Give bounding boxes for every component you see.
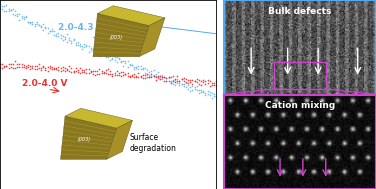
- Text: Surface
degradation: Surface degradation: [130, 133, 177, 153]
- Text: 2.0-4.3 V: 2.0-4.3 V: [58, 23, 104, 32]
- Polygon shape: [61, 116, 117, 159]
- Polygon shape: [97, 6, 165, 26]
- Text: Cation mixing: Cation mixing: [265, 101, 335, 110]
- Polygon shape: [93, 13, 149, 57]
- Polygon shape: [65, 108, 132, 128]
- Polygon shape: [107, 120, 132, 159]
- Text: (003): (003): [77, 137, 91, 142]
- Text: 2.0-4.0 V: 2.0-4.0 V: [21, 79, 67, 88]
- Text: Bulk defects: Bulk defects: [268, 7, 332, 16]
- Text: (003): (003): [110, 35, 123, 40]
- Bar: [274, 62, 326, 89]
- Polygon shape: [139, 18, 165, 57]
